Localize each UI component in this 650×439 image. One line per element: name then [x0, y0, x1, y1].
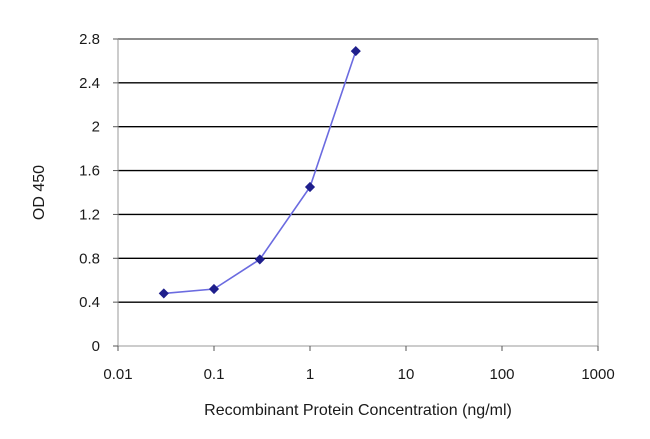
y-tick-label: 1.2	[79, 206, 100, 223]
y-axis-title: OD 450	[31, 165, 48, 220]
y-tick-label: 2.4	[79, 75, 100, 92]
y-tick-label: 2	[92, 119, 100, 136]
data-point	[158, 288, 169, 299]
x-tick-label: 1000	[581, 366, 614, 383]
y-tick-label: 1.6	[79, 163, 100, 180]
x-tick-label: 100	[489, 366, 514, 383]
x-tick-label: 0.01	[103, 366, 132, 383]
x-tick-label: 1	[306, 366, 314, 383]
data-point	[254, 254, 265, 265]
x-tick-label: 10	[398, 366, 415, 383]
y-tick-label: 0.4	[79, 294, 100, 311]
x-tick-label: 0.1	[204, 366, 225, 383]
data-point	[208, 283, 220, 295]
data-point	[304, 181, 316, 193]
y-tick-label: 2.8	[79, 31, 100, 48]
y-axis-ticks: 0 0.4 0.8 1.2 1.6 2 2.4 2.8	[79, 31, 118, 355]
y-tick-label: 0	[92, 338, 100, 355]
data-point	[350, 46, 361, 57]
y-tick-label: 0.8	[79, 250, 100, 267]
plot-area-frame	[117, 38, 599, 347]
x-axis-ticks: 0.01 0.1 1 10 100 1000	[103, 346, 615, 383]
x-axis-title: Recombinant Protein Concentration (ng/ml…	[204, 402, 512, 419]
series-layer	[158, 46, 361, 299]
